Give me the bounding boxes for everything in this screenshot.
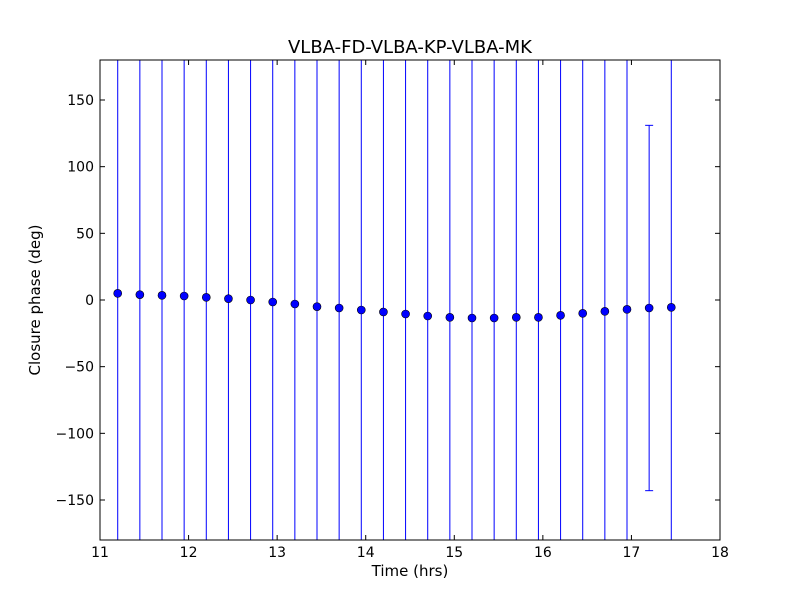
data-point xyxy=(600,307,610,316)
data-point xyxy=(157,291,167,300)
x-tick-label: 11 xyxy=(91,545,109,561)
data-point xyxy=(445,313,455,322)
y-tick-label: 0 xyxy=(85,293,94,309)
data-point xyxy=(268,297,278,307)
y-tick-label: −150 xyxy=(56,493,94,509)
data-point xyxy=(467,313,477,323)
data-point xyxy=(201,293,211,302)
data-marks xyxy=(113,60,676,540)
data-point xyxy=(179,291,189,301)
data-point xyxy=(534,313,543,322)
data-point xyxy=(113,289,123,298)
x-tick-label: 16 xyxy=(534,545,552,561)
data-point xyxy=(135,290,145,299)
y-tick-label: 150 xyxy=(67,93,94,109)
data-point xyxy=(246,295,255,305)
x-tick-label: 14 xyxy=(357,545,375,561)
x-tick-label: 12 xyxy=(180,545,198,561)
data-point xyxy=(290,299,300,309)
data-point xyxy=(356,305,366,315)
data-point xyxy=(622,305,632,314)
data-point xyxy=(666,303,676,312)
y-tick-label: 100 xyxy=(67,160,94,176)
data-point xyxy=(511,313,521,322)
data-point xyxy=(423,311,433,321)
chart-title: VLBA-FD-VLBA-KP-VLBA-MK xyxy=(288,37,533,58)
x-tick-label: 13 xyxy=(268,545,286,561)
data-point xyxy=(312,302,322,311)
data-point xyxy=(489,313,499,323)
data-point xyxy=(379,307,388,317)
axis-ticks: 11 12 13 14 15 16 17 18 150 100 50 0 −50 −100 −150 xyxy=(56,60,729,561)
data-point xyxy=(401,309,410,319)
data-point xyxy=(224,294,233,303)
data-point xyxy=(644,303,654,313)
x-tick-label: 15 xyxy=(445,545,463,561)
data-point xyxy=(556,311,565,320)
y-axis-label: Closure phase (deg) xyxy=(26,225,44,376)
y-tick-label: 50 xyxy=(76,226,94,242)
x-tick-label: 18 xyxy=(711,545,729,561)
y-tick-label: −50 xyxy=(64,360,94,376)
data-point xyxy=(334,303,344,313)
data-point xyxy=(578,309,588,318)
x-tick-label: 17 xyxy=(623,545,641,561)
x-axis-label: Time (hrs) xyxy=(371,562,449,580)
y-tick-label: −100 xyxy=(56,426,94,442)
